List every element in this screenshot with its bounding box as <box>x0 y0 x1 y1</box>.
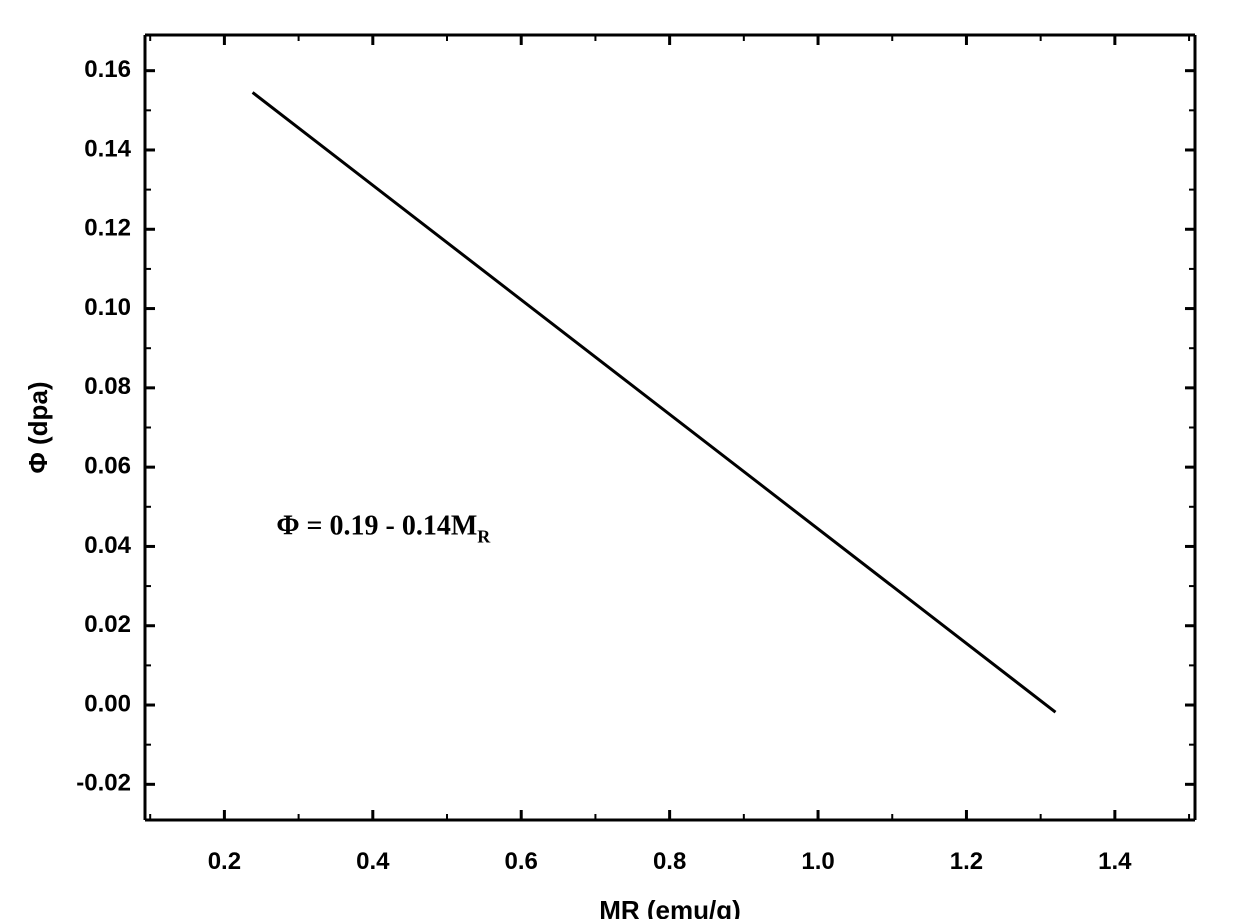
y-tick-label: 0.04 <box>84 532 131 559</box>
x-tick-label: 0.8 <box>653 848 686 875</box>
x-tick-label: 1.0 <box>801 848 834 875</box>
y-tick-label: 0.02 <box>84 611 131 638</box>
y-tick-label: 0.16 <box>84 56 131 83</box>
x-axis-label: MR (emu/g) <box>599 895 741 919</box>
y-tick-label: 0.06 <box>84 452 131 479</box>
x-tick-label: 1.2 <box>950 848 983 875</box>
y-tick-label: 0.08 <box>84 373 131 400</box>
x-tick-label: 0.2 <box>208 848 241 875</box>
y-axis-label: Φ (dpa) <box>23 381 53 473</box>
x-tick-label: 1.4 <box>1098 848 1132 875</box>
y-tick-label: 0.00 <box>84 690 131 717</box>
y-tick-label: -0.02 <box>76 770 131 797</box>
line-chart: 0.2 0.4 0.6 0.8 1.0 1.2 1.4 -0.02 0.00 0.02 0.04 0.… <box>0 0 1240 919</box>
y-tick-label: 0.14 <box>84 135 131 162</box>
y-tick-label: 0.10 <box>84 294 131 321</box>
y-tick-label: 0.12 <box>84 215 131 242</box>
equation-annotation: Φ = 0.19 - 0.14MR <box>276 511 491 547</box>
x-tick-label: 0.4 <box>356 848 390 875</box>
chart-container: 0.2 0.4 0.6 0.8 1.0 1.2 1.4 -0.02 0.00 0.02 0.04 0.… <box>0 0 1240 919</box>
chart-background <box>0 0 1240 919</box>
x-tick-label: 0.6 <box>505 848 538 875</box>
